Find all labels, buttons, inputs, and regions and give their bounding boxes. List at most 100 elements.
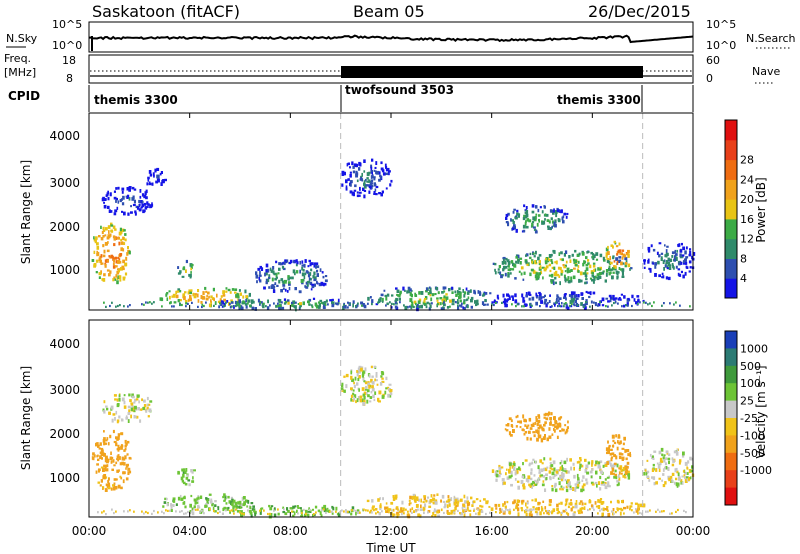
velocity-cell [606, 483, 610, 487]
velocity-cell [534, 422, 537, 425]
velocity-cell [624, 470, 627, 474]
power-cell [430, 297, 433, 302]
power-cell [515, 260, 518, 264]
velocity-cell [629, 454, 632, 458]
velocity-cell [683, 474, 686, 478]
velocity-cell [314, 513, 316, 517]
velocity-cell [611, 510, 613, 513]
velocity-cell [238, 505, 240, 509]
power-cell [507, 222, 510, 227]
velocity-cell [501, 478, 505, 482]
velocity-cell [314, 505, 318, 509]
power-cell [389, 301, 391, 304]
power-cell [618, 256, 622, 259]
velocity-cell [363, 391, 367, 396]
velocity-cell [597, 505, 601, 509]
colorbar-swatch [725, 179, 737, 200]
velocity-cell [529, 513, 532, 516]
power-cell [354, 184, 357, 188]
power-cell [346, 163, 349, 167]
velocity-cell [237, 501, 240, 505]
power-cell [542, 220, 546, 225]
power-cell [669, 258, 672, 262]
power-cell [102, 244, 105, 248]
power-cell [293, 305, 297, 309]
power-cell [509, 267, 512, 271]
power-cell [257, 267, 260, 271]
power-cell [484, 299, 487, 302]
power-cell [311, 283, 315, 286]
power-cell [582, 304, 585, 308]
power-cell [537, 256, 540, 261]
power-cell [573, 303, 575, 306]
time-tick-label: 12:00 [374, 524, 409, 538]
velocity-cell [496, 470, 499, 473]
power-cell [100, 261, 103, 265]
velocity-cell [247, 499, 250, 504]
velocity-cell [455, 505, 458, 508]
power-cell [93, 264, 96, 268]
nave-label: Nave [752, 65, 780, 78]
velocity-cell [436, 510, 440, 514]
velocity-cell [357, 367, 361, 372]
power-cell [242, 295, 245, 299]
power-cell [388, 170, 391, 173]
velocity-cell [499, 509, 502, 513]
power-cell [370, 166, 373, 171]
power-cell [370, 164, 373, 169]
power-cell [207, 291, 210, 295]
velocity-cell [607, 481, 610, 485]
velocity-cell [687, 460, 690, 464]
power-cell [675, 265, 678, 269]
power-cell [691, 255, 694, 260]
velocity-cell [515, 502, 518, 506]
power-cell [580, 292, 584, 296]
power-cell [664, 264, 667, 268]
power-cell [115, 187, 118, 190]
velocity-cell [612, 508, 615, 512]
power-cell [601, 297, 605, 302]
power-cell [585, 290, 588, 294]
velocity-cell [551, 471, 555, 476]
power-cell [463, 299, 466, 302]
power-cell [244, 289, 247, 294]
velocity-cell [180, 476, 184, 481]
power-cell [296, 261, 299, 265]
velocity-cell [559, 475, 562, 480]
power-cell [517, 214, 520, 218]
velocity-cell [133, 401, 136, 404]
velocity-cell [652, 476, 656, 480]
velocity-cell [500, 466, 504, 469]
velocity-cell [623, 473, 626, 476]
velocity-cell [524, 459, 528, 462]
velocity-cell [553, 474, 556, 478]
power-cell [100, 225, 102, 229]
velocity-cell [209, 500, 213, 504]
power-cell [190, 267, 193, 271]
velocity-cell [402, 507, 405, 512]
power-cell [607, 305, 609, 308]
power-cell [143, 209, 146, 213]
power-cell [624, 257, 627, 261]
power-cell [511, 219, 514, 222]
power-cell [301, 282, 304, 285]
velocity-cell [491, 469, 495, 473]
power-cell [492, 262, 495, 265]
power-cell [487, 303, 489, 306]
velocity-cell [131, 393, 134, 398]
power-cell [458, 290, 461, 293]
power-cell [585, 301, 588, 305]
velocity-cell [676, 470, 679, 474]
velocity-cell [100, 466, 104, 469]
power-cell [557, 305, 559, 308]
power-cell [267, 268, 270, 273]
power-cell [557, 299, 560, 303]
power-cell [101, 278, 105, 281]
power-cell [613, 265, 616, 269]
velocity-cell [534, 498, 537, 502]
velocity-cell [531, 513, 533, 518]
power-cell [678, 273, 682, 277]
power-cell [608, 267, 611, 272]
power-cell [664, 244, 666, 247]
